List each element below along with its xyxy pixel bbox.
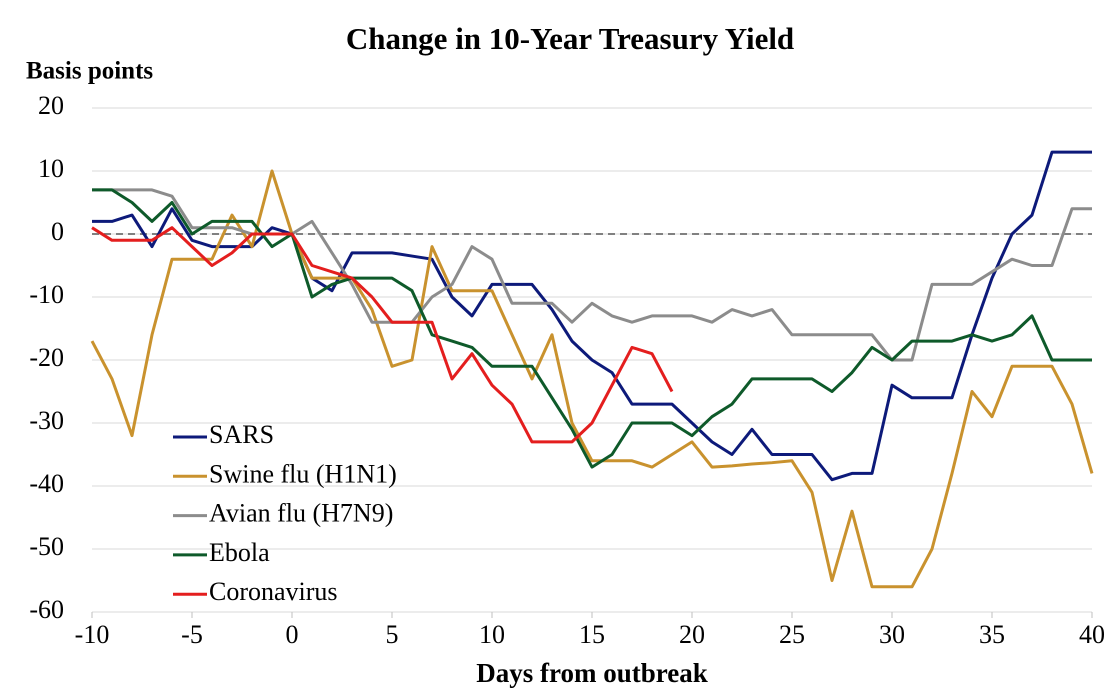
legend-label: Coronavirus (209, 577, 338, 606)
x-tick-label: -10 (75, 620, 110, 649)
x-tick-label: 35 (979, 620, 1005, 649)
y-tick-label: -30 (29, 406, 64, 435)
y-tick-label: -40 (29, 469, 64, 498)
x-tick-label: 20 (679, 620, 705, 649)
x-tick-label: 0 (286, 620, 299, 649)
x-axis-label: Days from outbreak (476, 658, 708, 688)
y-tick-label: -60 (29, 595, 64, 624)
legend-label: SARS (209, 420, 274, 449)
y-tick-label: -20 (29, 343, 64, 372)
x-tick-label: 30 (879, 620, 905, 649)
chart-title: Change in 10-Year Treasury Yield (346, 21, 794, 56)
series-line (91, 226, 674, 444)
y-tick-label: -50 (29, 532, 64, 561)
x-tick-label: 25 (779, 620, 805, 649)
legend-label: Avian flu (H7N9) (209, 499, 393, 528)
series-line (90, 169, 1094, 589)
y-tick-label: 0 (51, 217, 64, 246)
x-tick-label: 40 (1079, 620, 1105, 649)
x-tick-label: -5 (181, 620, 203, 649)
y-tick-label: 20 (38, 91, 64, 120)
series-line (92, 188, 1092, 362)
x-tick-label: 10 (479, 620, 505, 649)
y-axis-label: Basis points (26, 58, 153, 85)
series-line (92, 188, 1092, 469)
legend-label: Swine flu (H1N1) (209, 459, 397, 488)
y-tick-label: 10 (38, 154, 64, 183)
x-tick-label: 15 (579, 620, 605, 649)
legend-label: Ebola (209, 538, 270, 567)
y-tick-label: -10 (29, 280, 64, 309)
series-line (92, 150, 1092, 482)
x-tick-label: 5 (386, 620, 399, 649)
